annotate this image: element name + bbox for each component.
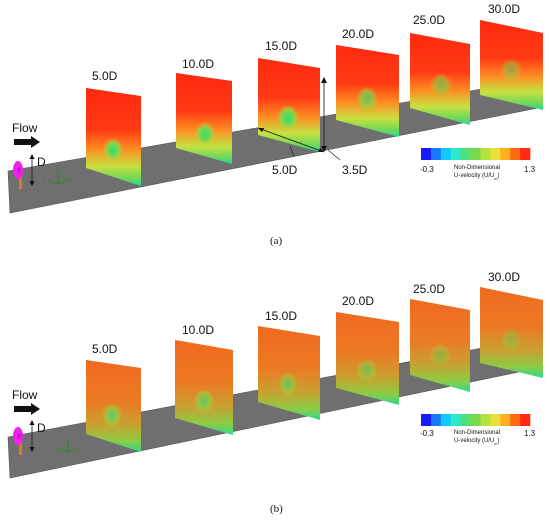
plane-25d xyxy=(410,299,470,392)
colorbar-max: 1.3 xyxy=(524,429,536,438)
diameter-label: D xyxy=(37,155,46,169)
svg-text:z: z xyxy=(66,434,69,440)
colorbar-swatch xyxy=(470,414,481,426)
colorbar-max: 1.3 xyxy=(524,165,536,174)
colorbar-min: -0.3 xyxy=(420,165,434,174)
colorbar-swatches xyxy=(421,414,531,426)
plane-10d xyxy=(175,340,233,435)
colorbar-swatch xyxy=(520,148,531,160)
plane-label-15d: 15.0D xyxy=(265,39,297,53)
wind-turbine-icon xyxy=(13,161,23,189)
panel-label-b: (b) xyxy=(270,503,283,515)
colorbar-swatch xyxy=(450,148,461,160)
height-label: 3.5D xyxy=(342,163,368,177)
plane-25d xyxy=(410,33,470,125)
colorbar-swatch xyxy=(520,414,531,426)
plane-5d xyxy=(86,88,141,186)
plane-label-25d: 25.0D xyxy=(413,13,445,27)
plane-label-30d: 30.0D xyxy=(488,270,520,284)
plane-15d xyxy=(258,326,320,420)
colorbar-swatch xyxy=(500,414,511,426)
svg-text:y: y xyxy=(53,446,56,452)
plane-10d xyxy=(176,73,232,164)
flow-label: Flow xyxy=(12,121,38,135)
diameter-annotation: D xyxy=(29,420,46,452)
colorbar-title-line2: U-velocity (U/Uin) xyxy=(454,438,499,446)
colorbar-swatch xyxy=(421,148,432,160)
panel-b: 5.0D 10.0D 15.0D 20.0D 25.0D 30.0D Flow … xyxy=(7,270,545,515)
colorbar-swatch xyxy=(460,148,471,160)
colorbar-title-line1: Non-Dimensional xyxy=(454,430,500,436)
plane-label-5d: 5.0D xyxy=(92,69,118,83)
colorbar: -0.3 1.3 Non-Dimensional U-velocity (U/U… xyxy=(420,148,536,181)
height-annotation: 3.5D xyxy=(321,77,368,177)
plane-20d xyxy=(336,312,399,405)
colorbar: -0.3 1.3 Non-Dimensional U-velocity (U/U… xyxy=(420,414,536,446)
plane-5d xyxy=(86,360,141,452)
spacing-annotation: 5.0D xyxy=(257,127,325,177)
svg-text:x: x xyxy=(69,177,72,183)
colorbar-title-line1: Non-Dimensional xyxy=(454,165,500,171)
colorbar-swatch xyxy=(421,414,432,426)
flow-label: Flow xyxy=(12,388,38,402)
plane-label-15d: 15.0D xyxy=(265,309,297,323)
wind-turbine-icon xyxy=(13,427,23,455)
diameter-label: D xyxy=(37,421,46,435)
svg-text:x: x xyxy=(79,445,82,451)
colorbar-swatch xyxy=(440,148,452,160)
panel-label-a: (a) xyxy=(270,235,283,247)
plane-label-20d: 20.0D xyxy=(342,294,374,308)
colorbar-swatch xyxy=(450,414,461,426)
flow-arrow-icon xyxy=(14,136,40,148)
svg-text:z: z xyxy=(56,165,59,171)
colorbar-swatch xyxy=(460,414,471,426)
coordinate-axes-icon: z x y xyxy=(53,434,82,453)
colorbar-swatch xyxy=(430,148,442,160)
plane-15d xyxy=(258,58,320,152)
colorbar-swatch xyxy=(440,414,452,426)
colorbar-swatch xyxy=(480,148,491,160)
diameter-annotation: D xyxy=(29,154,46,186)
colorbar-swatch xyxy=(490,414,501,426)
plane-label-30d: 30.0D xyxy=(488,2,520,16)
panel-a: 5.0D 10.0D 15.0D 20.0D 25.0D 30.0D 5.0D … xyxy=(7,2,545,247)
colorbar-min: -0.3 xyxy=(420,429,434,438)
plane-label-20d: 20.0D xyxy=(342,27,374,41)
colorbar-swatches xyxy=(421,148,531,160)
svg-text:y: y xyxy=(43,178,46,184)
plane-label-10d: 10.0D xyxy=(182,57,214,71)
colorbar-swatch xyxy=(510,414,521,426)
colorbar-swatch xyxy=(470,148,481,160)
plane-30d xyxy=(480,287,543,378)
coordinate-axes-icon: z x y xyxy=(43,165,72,185)
colorbar-swatch xyxy=(500,148,511,160)
colorbar-swatch xyxy=(480,414,491,426)
colorbar-title-line2: U-velocity (U/Uin) xyxy=(454,173,499,181)
plane-30d xyxy=(480,20,543,110)
plane-label-5d: 5.0D xyxy=(92,342,118,356)
plane-label-25d: 25.0D xyxy=(413,282,445,296)
plane-20d xyxy=(336,45,399,137)
colorbar-swatch xyxy=(430,414,442,426)
flow-arrow-icon xyxy=(14,403,40,415)
colorbar-swatch xyxy=(510,148,521,160)
colorbar-swatch xyxy=(490,148,501,160)
spacing-label: 5.0D xyxy=(272,163,298,177)
plane-label-10d: 10.0D xyxy=(182,323,214,337)
